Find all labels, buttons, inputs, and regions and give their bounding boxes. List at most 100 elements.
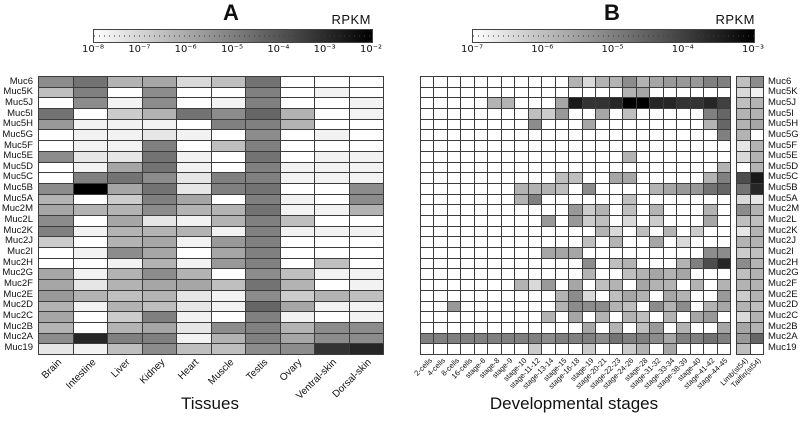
- heatmap-cell: [737, 87, 750, 98]
- heatmap-cell: [488, 226, 501, 237]
- heatmap-cell: [349, 205, 383, 215]
- heatmap-cell: [515, 130, 528, 141]
- heatmap-cell: [750, 312, 763, 322]
- heatmap-cell: [39, 119, 73, 130]
- heatmap-cell: [177, 119, 211, 130]
- heatmap-cell: [609, 173, 623, 183]
- heatmap-cell: [690, 183, 704, 194]
- heatmap-cell: [636, 248, 650, 258]
- heatmap-cell: [596, 98, 609, 109]
- heatmap-cell: [528, 205, 542, 215]
- heatmap-cell: [737, 151, 750, 162]
- row-label: Muc5A: [768, 192, 798, 204]
- heatmap-cell: [690, 109, 704, 119]
- heatmap-cell: [582, 119, 596, 130]
- heatmap-cell: [211, 141, 245, 151]
- heatmap-cell: [596, 333, 609, 344]
- heatmap-cell: [596, 290, 609, 301]
- heatmap-cell: [39, 237, 73, 248]
- heatmap-cell: [142, 269, 176, 280]
- heatmap-cell: [108, 248, 142, 258]
- heatmap-cell: [596, 226, 609, 237]
- heatmap-cell: [690, 258, 704, 269]
- heatmap-cell: [73, 290, 107, 301]
- heatmap-cell: [582, 205, 596, 215]
- heatmap-cell: [650, 183, 663, 194]
- heatmap-cell: [73, 87, 107, 98]
- heatmap-cell: [434, 173, 447, 183]
- heatmap-cell: [246, 258, 280, 269]
- heatmap-cell: [421, 322, 434, 333]
- heatmap-cell: [461, 173, 474, 183]
- heatmap-cell: [280, 141, 314, 151]
- heatmap-cell: [142, 344, 176, 354]
- heatmap-cell: [280, 280, 314, 290]
- heatmap-cell: [421, 258, 434, 269]
- heatmap-cell: [246, 248, 280, 258]
- heatmap-cell: [582, 151, 596, 162]
- heatmap-cell: [750, 344, 763, 354]
- row-label: Muc2C: [768, 310, 799, 322]
- heatmap-cell: [636, 205, 650, 215]
- heatmap-cell: [750, 109, 763, 119]
- heatmap-cell: [542, 312, 555, 322]
- heatmap-cell: [569, 280, 582, 290]
- heatmap-cell: [542, 183, 555, 194]
- heatmap-cell: [677, 269, 690, 280]
- heatmap-cell: [596, 205, 609, 215]
- heatmap-cell: [421, 109, 434, 119]
- heatmap-cell: [488, 98, 501, 109]
- heatmap-cell: [609, 98, 623, 109]
- heatmap-cell: [528, 237, 542, 248]
- heatmap-cell: [528, 151, 542, 162]
- heatmap-cell: [750, 183, 763, 194]
- colorbar-tick-label: 10⁻⁶: [174, 44, 197, 55]
- heatmap-cell: [542, 333, 555, 344]
- heatmap-cell: [211, 205, 245, 215]
- heatmap-cell: [474, 98, 488, 109]
- heatmap-cell: [488, 333, 501, 344]
- heatmap-cell: [750, 151, 763, 162]
- heatmap-cell: [315, 183, 349, 194]
- column-label: Brain: [39, 357, 64, 382]
- panel-b-heatmap: [420, 76, 731, 355]
- heatmap-cell: [663, 205, 677, 215]
- heatmap-cell: [421, 333, 434, 344]
- heatmap-cell: [650, 173, 663, 183]
- heatmap-cell: [717, 77, 730, 87]
- heatmap-cell: [528, 226, 542, 237]
- heatmap-cell: [650, 130, 663, 141]
- heatmap-cell: [623, 215, 636, 226]
- heatmap-cell: [315, 237, 349, 248]
- heatmap-cell: [542, 237, 555, 248]
- heatmap-cell: [623, 194, 636, 205]
- heatmap-cell: [246, 151, 280, 162]
- heatmap-cell: [623, 312, 636, 322]
- heatmap-cell: [280, 322, 314, 333]
- heatmap-cell: [596, 280, 609, 290]
- heatmap-cell: [108, 333, 142, 344]
- row-label: Muc2E: [768, 288, 798, 300]
- heatmap-cell: [246, 141, 280, 151]
- column-label: Intestine: [63, 357, 99, 392]
- heatmap-cell: [211, 130, 245, 141]
- heatmap-cell: [704, 141, 717, 151]
- heatmap-cell: [704, 237, 717, 248]
- heatmap-cell: [177, 280, 211, 290]
- heatmap-cell: [609, 344, 623, 354]
- heatmap-cell: [636, 162, 650, 173]
- heatmap-cell: [663, 119, 677, 130]
- heatmap-cell: [474, 87, 488, 98]
- heatmap-cell: [73, 344, 107, 354]
- heatmap-cell: [663, 109, 677, 119]
- heatmap-cell: [447, 205, 461, 215]
- heatmap-cell: [515, 237, 528, 248]
- heatmap-cell: [663, 258, 677, 269]
- heatmap-cell: [73, 312, 107, 322]
- heatmap-cell: [474, 344, 488, 354]
- heatmap-cell: [474, 237, 488, 248]
- heatmap-cell: [663, 312, 677, 322]
- heatmap-cell: [280, 258, 314, 269]
- heatmap-cell: [704, 98, 717, 109]
- heatmap-cell: [690, 98, 704, 109]
